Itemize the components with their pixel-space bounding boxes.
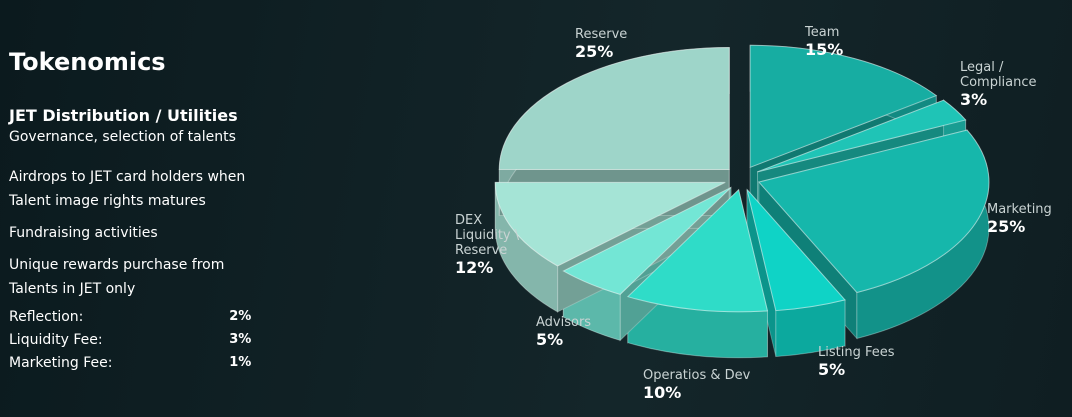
slice [494,181,726,267]
fee-row: Reflection: 2% [9,307,269,330]
slice-name: Marketing [987,202,1052,217]
slice [749,44,938,169]
slice-name: Operatios & Dev [643,368,751,383]
fee-row: Liquidity Fee: 3% [9,330,269,353]
fee-table: Reflection: 2% Liquidity Fee: 3% Marketing F… [9,307,269,376]
title: Tokenomics [9,48,166,76]
slice-value: 25% [987,217,1026,236]
slice-label: Listing Fees 5% [818,345,895,380]
slice-value: 5% [536,330,564,349]
slice-name: Team [805,25,840,40]
fee-row: Marketing Fee: 1% [9,353,269,376]
slice-name: Legal / Compliance [960,60,1037,90]
utility: Unique rewards purchase from Talents in … [9,257,225,297]
slice-label: Marketing 25% [987,202,1052,237]
text-panel: Tokenomics JET Distribution / Utilities … [9,48,269,376]
slice-name: Reserve [575,27,628,42]
slice-name: DEX Liquidity \ Reserve [455,213,520,258]
fee-name: Reflection: [9,308,84,325]
slice [498,47,730,171]
fee-name: Liquidity Fee: [9,331,103,348]
slice-name: Advisors [536,315,592,330]
slice-label: Operatios & Dev 10% [643,368,750,403]
utility: Airdrops to JET card holders when Talent… [9,169,246,209]
slice [757,99,967,173]
slice-label: Reserve 25% [575,27,627,62]
subtitle: JET Distribution / Utilities [9,106,238,125]
slice-label: Advisors 5% [536,315,591,350]
slice-value: 5% [818,360,846,379]
slice-value: 12% [455,258,494,277]
utility: Governance, selection of talents [9,129,236,145]
slice [746,189,846,312]
slice-value: 25% [575,42,614,61]
fee-name: Marketing Fee: [9,354,113,371]
fee-value: 3% [229,332,252,347]
utility-list: Governance, selection of talents Airdrops… [9,125,269,301]
slice-label: Team 15% [805,25,843,60]
slice-value: 10% [643,383,682,402]
slice-value: 3% [960,90,988,109]
slice-label: Legal / Compliance 3% [960,60,1037,110]
fee-value: 1% [229,355,252,370]
slice [562,187,732,295]
slice [626,188,769,313]
utility: Fundraising activities [9,225,158,241]
slice-tops [494,44,990,313]
slice-label: DEX Liquidity \ Reserve 12% [455,213,519,278]
slice-value: 15% [805,40,844,59]
slice [758,129,990,294]
fee-value: 2% [229,309,252,324]
slice-name: Listing Fees [818,345,895,360]
